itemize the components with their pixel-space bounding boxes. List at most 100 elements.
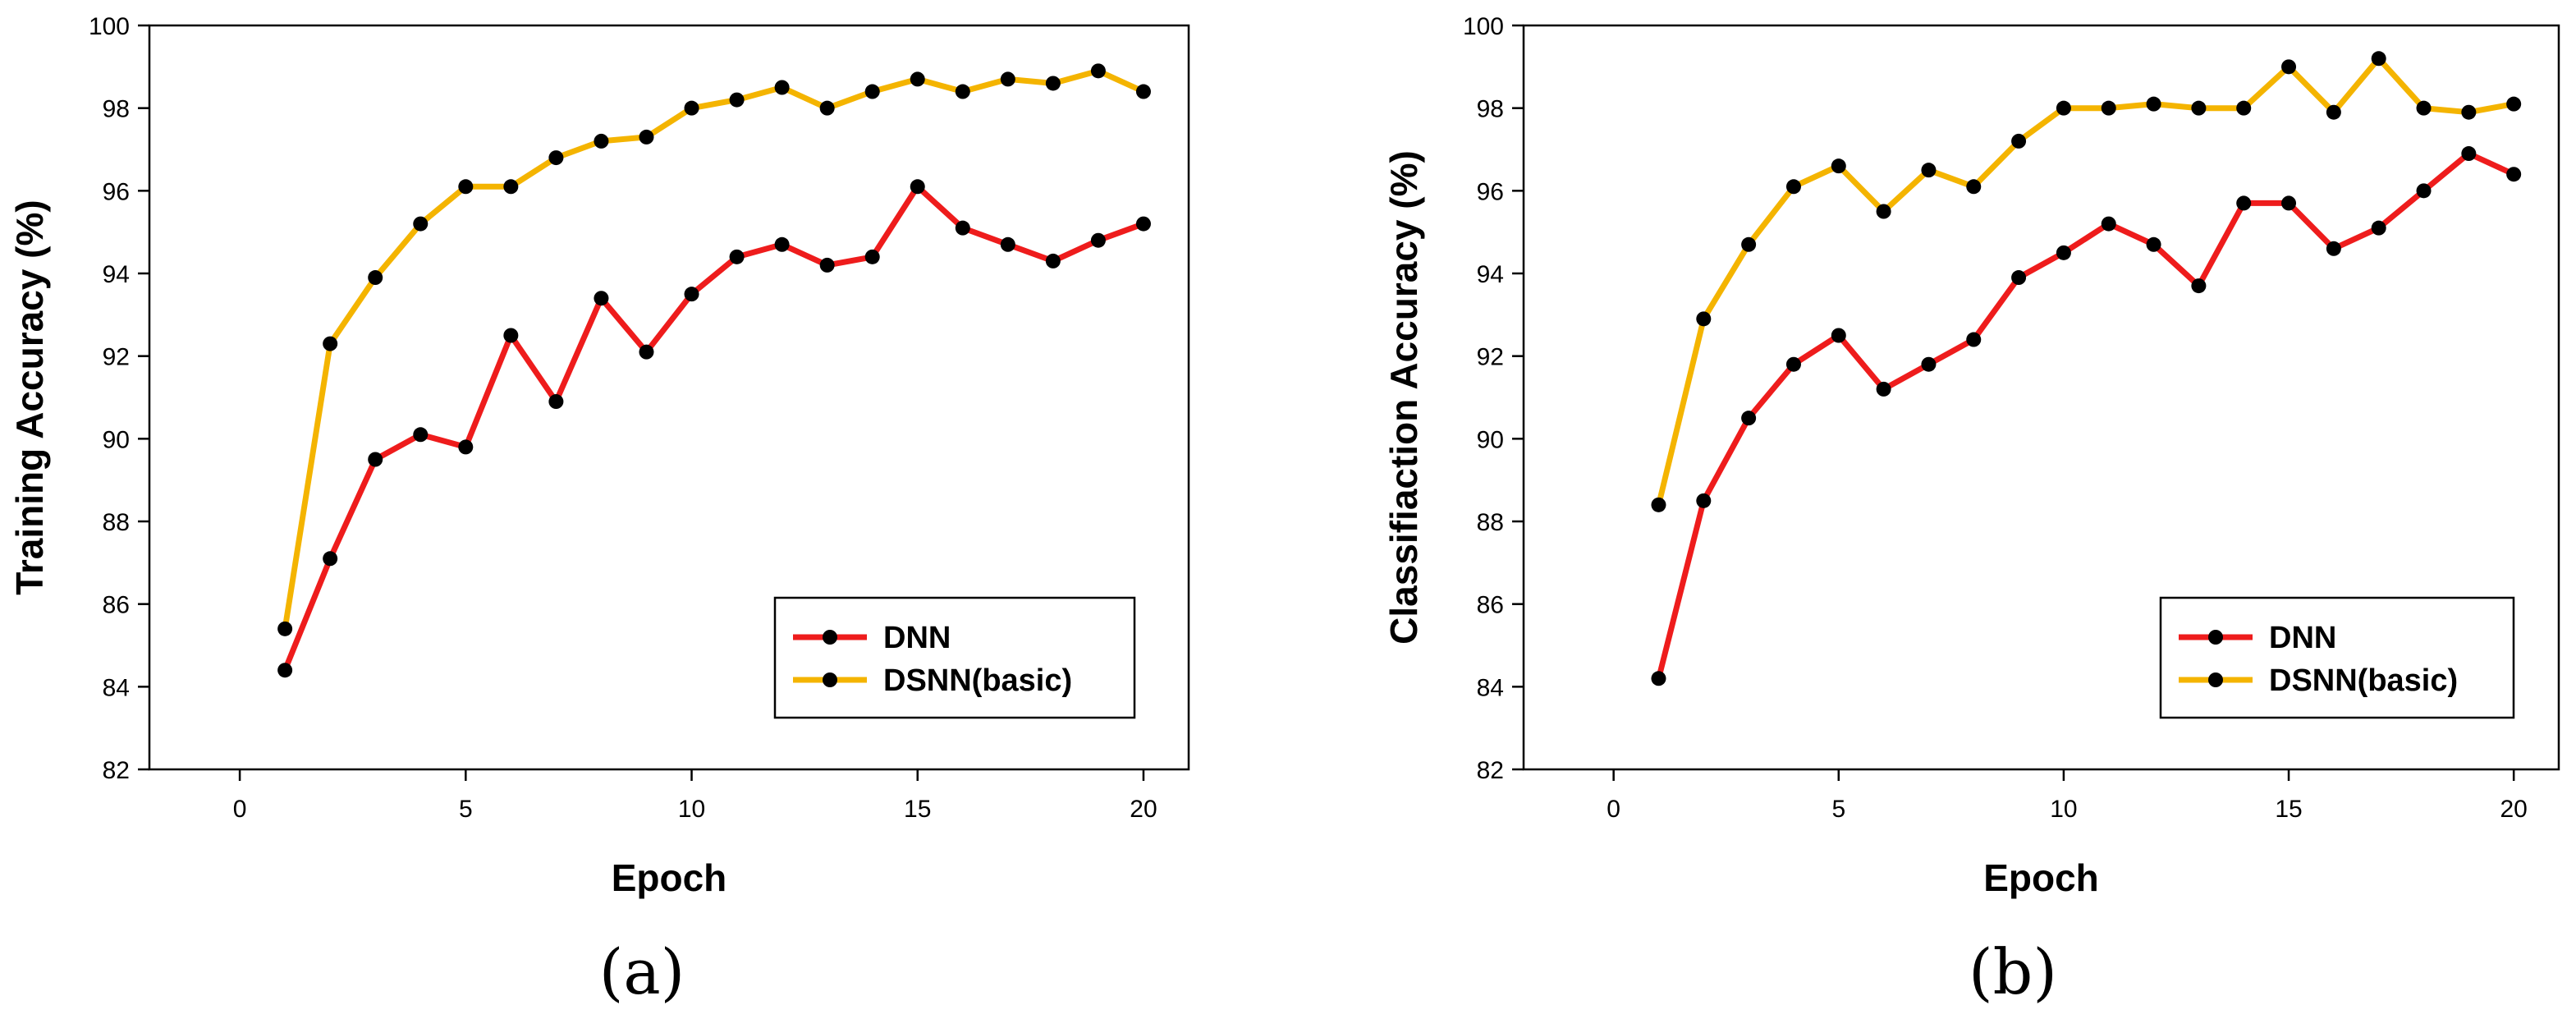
data-point bbox=[1741, 411, 1757, 426]
data-point bbox=[277, 663, 293, 678]
data-point bbox=[1696, 311, 1712, 327]
data-point bbox=[368, 452, 383, 467]
data-point bbox=[1135, 84, 1151, 99]
data-point bbox=[729, 92, 745, 108]
data-point bbox=[458, 179, 474, 195]
data-point bbox=[2416, 183, 2432, 199]
data-point bbox=[2506, 96, 2522, 112]
data-point bbox=[2281, 59, 2297, 75]
data-point bbox=[684, 287, 699, 302]
y-tick-label: 90 bbox=[103, 426, 130, 453]
data-point bbox=[1135, 216, 1151, 232]
series-dsnn-basic bbox=[1651, 51, 2522, 512]
data-point bbox=[684, 100, 699, 116]
x-tick-label: 5 bbox=[459, 796, 473, 823]
y-tick-label: 92 bbox=[103, 344, 130, 371]
legend-marker bbox=[2208, 630, 2223, 645]
data-point bbox=[2056, 100, 2071, 116]
data-point bbox=[774, 236, 790, 252]
data-point bbox=[1000, 236, 1015, 252]
x-tick-label: 5 bbox=[1831, 796, 1845, 823]
data-point bbox=[2461, 104, 2477, 120]
data-point bbox=[2191, 100, 2207, 116]
x-axis-title: Epoch bbox=[1983, 856, 2099, 899]
data-point bbox=[2236, 100, 2252, 116]
data-point bbox=[2416, 100, 2432, 116]
data-point bbox=[910, 71, 925, 87]
legend-label: DNN bbox=[2269, 621, 2336, 655]
x-axis-title: Epoch bbox=[612, 856, 727, 899]
data-point bbox=[1000, 71, 1015, 87]
data-point bbox=[1966, 332, 1982, 347]
y-tick-label: 92 bbox=[1477, 344, 1504, 371]
data-point bbox=[2371, 51, 2386, 67]
data-point bbox=[1831, 328, 1846, 343]
data-point bbox=[1966, 179, 1982, 195]
data-point bbox=[1741, 236, 1757, 252]
y-tick-label: 90 bbox=[1477, 426, 1504, 453]
legend: DNN DSNN(basic) bbox=[773, 596, 1136, 719]
data-point bbox=[413, 216, 429, 232]
data-point bbox=[729, 249, 745, 264]
legend-box bbox=[773, 596, 1136, 719]
data-point bbox=[819, 257, 835, 273]
x-tick-label: 0 bbox=[1607, 796, 1620, 823]
data-point bbox=[1651, 497, 1666, 512]
legend-marker bbox=[823, 630, 837, 645]
series-line bbox=[282, 183, 1145, 672]
y-tick-label: 82 bbox=[103, 757, 130, 784]
legend-label: DNN bbox=[883, 621, 951, 655]
data-point bbox=[819, 100, 835, 116]
data-point bbox=[594, 133, 609, 149]
data-point bbox=[1921, 356, 1937, 372]
chart-panel-b: 82 84 86 88 90 92 94 96 98 100 0 5 10 15 20 Epoch Classi… bbox=[1382, 13, 2560, 1008]
y-tick-label: 100 bbox=[89, 13, 130, 40]
x-tick-label: 20 bbox=[2500, 796, 2527, 823]
data-point bbox=[2146, 96, 2161, 112]
data-point bbox=[1785, 356, 1801, 372]
y-tick-label: 86 bbox=[103, 592, 130, 619]
data-point bbox=[2101, 100, 2116, 116]
data-point bbox=[2056, 245, 2071, 260]
series-line bbox=[1656, 55, 2514, 506]
data-point bbox=[1045, 253, 1061, 269]
data-point bbox=[548, 150, 564, 166]
y-tick-label: 96 bbox=[103, 178, 130, 205]
y-tick-label: 98 bbox=[1477, 96, 1504, 123]
panel-label: (a) bbox=[599, 935, 685, 1008]
data-point bbox=[910, 179, 925, 195]
y-tick-label: 98 bbox=[103, 96, 130, 123]
y-tick-label: 82 bbox=[1477, 757, 1504, 784]
data-point bbox=[1651, 671, 1666, 686]
data-point bbox=[864, 84, 880, 99]
y-tick-label: 86 bbox=[1477, 592, 1504, 619]
data-point bbox=[1921, 163, 1937, 178]
data-point bbox=[323, 336, 338, 351]
data-point bbox=[1831, 158, 1846, 174]
series-dnn bbox=[1651, 146, 2522, 686]
y-tick-label: 100 bbox=[1463, 13, 1504, 40]
data-point bbox=[2191, 278, 2207, 294]
y-axis-title: Training Accuracy (%) bbox=[8, 200, 51, 594]
data-point bbox=[1696, 493, 1712, 508]
data-point bbox=[2326, 241, 2341, 256]
series-dnn bbox=[277, 179, 1151, 678]
data-point bbox=[864, 249, 880, 264]
data-point bbox=[1785, 179, 1801, 195]
series-dsnn-basic bbox=[277, 63, 1151, 636]
data-point bbox=[2011, 270, 2027, 286]
series-line bbox=[1656, 150, 2515, 680]
legend-label: DSNN(basic) bbox=[2269, 663, 2458, 698]
y-tick-label: 96 bbox=[1477, 178, 1504, 205]
y-axis-title: Classifiaction Accuracy (%) bbox=[1382, 150, 1425, 645]
data-point bbox=[2236, 195, 2252, 211]
chart-panel-a: 82 84 86 88 90 92 94 96 98 100 0 5 10 15 20 Epoch Traini… bbox=[8, 13, 1190, 1008]
data-point bbox=[1876, 204, 1891, 219]
data-point bbox=[368, 270, 383, 286]
data-point bbox=[2011, 133, 2027, 149]
legend: DNN DSNN(basic) bbox=[2159, 596, 2515, 719]
data-point bbox=[2506, 167, 2522, 182]
x-tick-label: 0 bbox=[233, 796, 247, 823]
y-tick-label: 94 bbox=[103, 261, 130, 288]
